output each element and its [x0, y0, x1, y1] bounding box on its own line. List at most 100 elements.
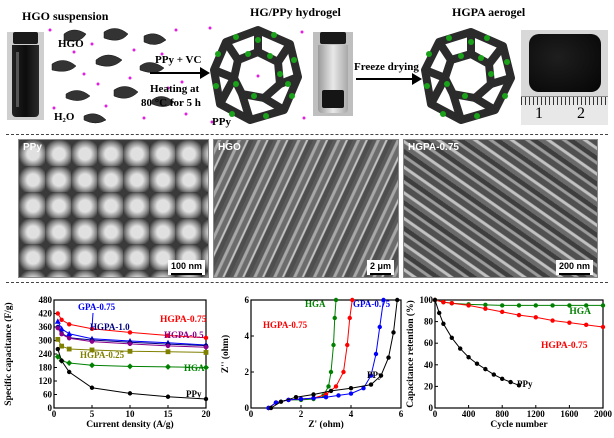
y-tick-label: 0: [245, 403, 250, 413]
data-point: [54, 318, 61, 324]
chart-nyquist: 0 2 4 6 0 2 4 6 Z' (ohm) Z'' (ohm) HGA HGPA-0.75 GPA…: [220, 295, 404, 430]
data-point: [441, 321, 446, 326]
data-point: [516, 303, 522, 308]
y-axis-label: Capacitance retention (%): [405, 300, 416, 407]
data-point: [368, 382, 374, 387]
data-point: [311, 395, 316, 401]
series-ppy: [55, 346, 209, 402]
data-point: [89, 339, 95, 344]
data-point: [500, 376, 505, 382]
legend-ppy: PPy: [186, 389, 202, 399]
y-tick-label: 180: [39, 363, 53, 373]
y-tick-label: 240: [39, 349, 53, 359]
data-point: [491, 372, 496, 377]
data-point: [395, 297, 400, 303]
hgo-vial-photo: [7, 32, 44, 120]
x-tick-label: 6: [399, 409, 404, 419]
data-point: [441, 299, 446, 305]
y-tick-label: 20: [424, 381, 434, 391]
hydrogel-network-illustration: [208, 26, 306, 124]
x-axis-label: Current density (A/g): [86, 419, 173, 430]
data-point: [500, 303, 505, 308]
x-tick-label: 2000: [594, 409, 613, 419]
hydrogel-vial-photo: [313, 32, 353, 116]
series-hgpa-0.75: [432, 297, 606, 330]
chart-cycling-retention: 0 400 800 1200 1600 2000 0 20 40 60 80 100 Cycle num…: [405, 295, 613, 430]
y-tick-label: 40: [424, 360, 434, 370]
data-point: [328, 369, 334, 375]
x-tick-label: 5: [90, 409, 95, 419]
x-tick-label: 0: [433, 409, 438, 419]
data-point: [466, 303, 471, 308]
data-point: [483, 366, 488, 372]
data-point: [500, 309, 505, 315]
sem-label-hgpa: HGPA-0.75: [408, 142, 459, 153]
data-point: [386, 355, 391, 360]
data-point: [165, 333, 171, 338]
scalebar-ppy: 100 nm: [167, 260, 205, 275]
data-point: [341, 369, 346, 375]
data-point: [533, 303, 538, 308]
data-point: [348, 386, 354, 391]
sem-image-ppy: PPy 100 nm: [18, 139, 209, 278]
arrow2-shaft: [356, 78, 414, 80]
x-axis-label: Cycle number: [490, 420, 548, 430]
data-point: [449, 335, 454, 340]
aerogel-photo: 1 2: [521, 30, 608, 125]
data-point: [373, 351, 379, 357]
data-point: [323, 395, 329, 400]
arrow1-line2: Heating at: [150, 83, 200, 95]
legend-hgpa-0.5: HGPA-0.5: [164, 330, 204, 340]
hydrogel-title: HG/PPy hydrogel: [250, 5, 341, 19]
y-tick-label: 4: [245, 331, 250, 341]
legend-hga: HGA: [184, 363, 205, 373]
y-tick-label: 2: [245, 367, 250, 377]
data-point: [89, 326, 95, 331]
hgo-sheets-illustration: [48, 28, 188, 124]
data-point: [368, 373, 374, 378]
data-point: [377, 324, 382, 330]
data-point: [127, 341, 133, 347]
data-point: [483, 306, 488, 311]
aerogel-title: HGPA aerogel: [452, 5, 526, 19]
legend-gpa-0.75: GPA-0.75: [353, 299, 391, 309]
x-tick-label: 20: [202, 409, 212, 419]
data-point: [67, 369, 72, 375]
sem-image-hgpa: HGPA-0.75 200 nm: [403, 139, 598, 278]
data-point: [391, 330, 396, 335]
y-tick-label: 100: [420, 295, 434, 305]
data-point: [333, 297, 339, 303]
x-tick-label: 15: [164, 409, 174, 419]
y-axis-label: Specific capacitance (F/g): [3, 302, 14, 405]
ruler: 1 2: [521, 96, 608, 125]
data-point: [293, 395, 299, 400]
data-point: [326, 384, 331, 389]
data-point: [298, 396, 304, 402]
legend-ppy: PPy: [517, 379, 533, 389]
data-point: [278, 399, 284, 404]
arrow1-line3: 80 °C for 5 h: [141, 97, 201, 109]
data-point: [165, 363, 171, 370]
data-point: [508, 379, 513, 385]
data-point: [66, 346, 72, 352]
legend-ppy: PPy: [367, 370, 383, 380]
sem-label-ppy: PPy: [23, 142, 42, 153]
data-point: [328, 388, 334, 394]
data-point: [437, 310, 442, 316]
data-point: [55, 325, 60, 331]
data-point: [89, 347, 95, 353]
data-point: [311, 392, 316, 397]
y-tick-label: 480: [39, 295, 53, 305]
schematic-panel: HGO suspension HG/PPy hydrogel HGPA aero…: [0, 0, 614, 132]
x-tick-label: 2: [299, 409, 304, 419]
data-point: [567, 303, 572, 308]
legend-gpa-0.75: GPA-0.75: [78, 302, 116, 312]
data-point: [483, 302, 488, 308]
legend-hgpa-0.75: HGPA-0.75: [160, 315, 207, 325]
data-point: [165, 343, 171, 349]
data-point: [165, 394, 171, 399]
scalebar-text-hgo: 2 μm: [369, 261, 391, 271]
data-point: [550, 318, 555, 323]
data-point: [332, 315, 337, 321]
plot-frame: [434, 299, 604, 409]
